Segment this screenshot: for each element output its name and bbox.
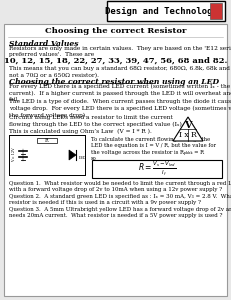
Text: V: V (184, 121, 192, 130)
FancyBboxPatch shape (210, 3, 222, 19)
FancyBboxPatch shape (37, 137, 57, 142)
Text: This means that you can buy a standard 68Ω resistor, 680Ω, 6.8k, 68k and so on, : This means that you can buy a standard 6… (9, 66, 231, 78)
Polygon shape (69, 150, 76, 160)
FancyBboxPatch shape (92, 160, 222, 178)
Text: Design and Technology: Design and Technology (105, 7, 218, 16)
Text: To calculate the current flowing through the
LED the equation is I = V / R, but : To calculate the current flowing through… (91, 137, 216, 161)
Text: Standard Values: Standard Values (9, 40, 79, 48)
Text: I x R: I x R (179, 131, 197, 140)
Text: Circuits using LEDs need a resistor to limit the current
flowing through the LED: Circuits using LEDs need a resistor to l… (9, 115, 184, 134)
Text: Choosing the correct resistor when using an LED: Choosing the correct resistor when using… (9, 78, 219, 86)
FancyBboxPatch shape (4, 24, 227, 296)
Text: Choosing the correct Resistor: Choosing the correct Resistor (45, 27, 186, 35)
Text: Resistors are only made in certain values.  They are based on the 'E12 series of: Resistors are only made in certain value… (9, 46, 231, 57)
Text: Question 1.  What resistor would be needed to limit the current through a red LE: Question 1. What resistor would be neede… (9, 181, 231, 192)
Text: $R = \frac{V_s - V_{led}}{I_f}$: $R = \frac{V_s - V_{led}}{I_f}$ (138, 160, 176, 178)
FancyBboxPatch shape (9, 135, 85, 175)
Text: The LED is a type of diode.  When current passes through the diode it causes a
v: The LED is a type of diode. When current… (9, 99, 231, 118)
Polygon shape (173, 117, 203, 141)
FancyBboxPatch shape (107, 1, 225, 21)
Text: V = 12V: V = 12V (12, 148, 16, 162)
Text: Question 3.  A 5mm Ultrabright yellow LED has a forward voltage drop of 2v and
n: Question 3. A 5mm Ultrabright yellow LED… (9, 207, 231, 218)
Text: R: R (45, 137, 49, 142)
Text: For every LED there is a specified LED current (sometimes written Iₓ - the forwa: For every LED there is a specified LED c… (9, 84, 231, 102)
Text: Question 2.  A standard green LED is specified as : Iₓ = 30 mA, V₃ = 2.8 V.  Wha: Question 2. A standard green LED is spec… (9, 194, 231, 206)
Text: 10, 12, 15, 18, 22, 27, 33, 39, 47, 56, 68 and 82.: 10, 12, 15, 18, 22, 27, 33, 39, 47, 56, … (4, 57, 227, 65)
Text: LED: LED (79, 156, 87, 160)
